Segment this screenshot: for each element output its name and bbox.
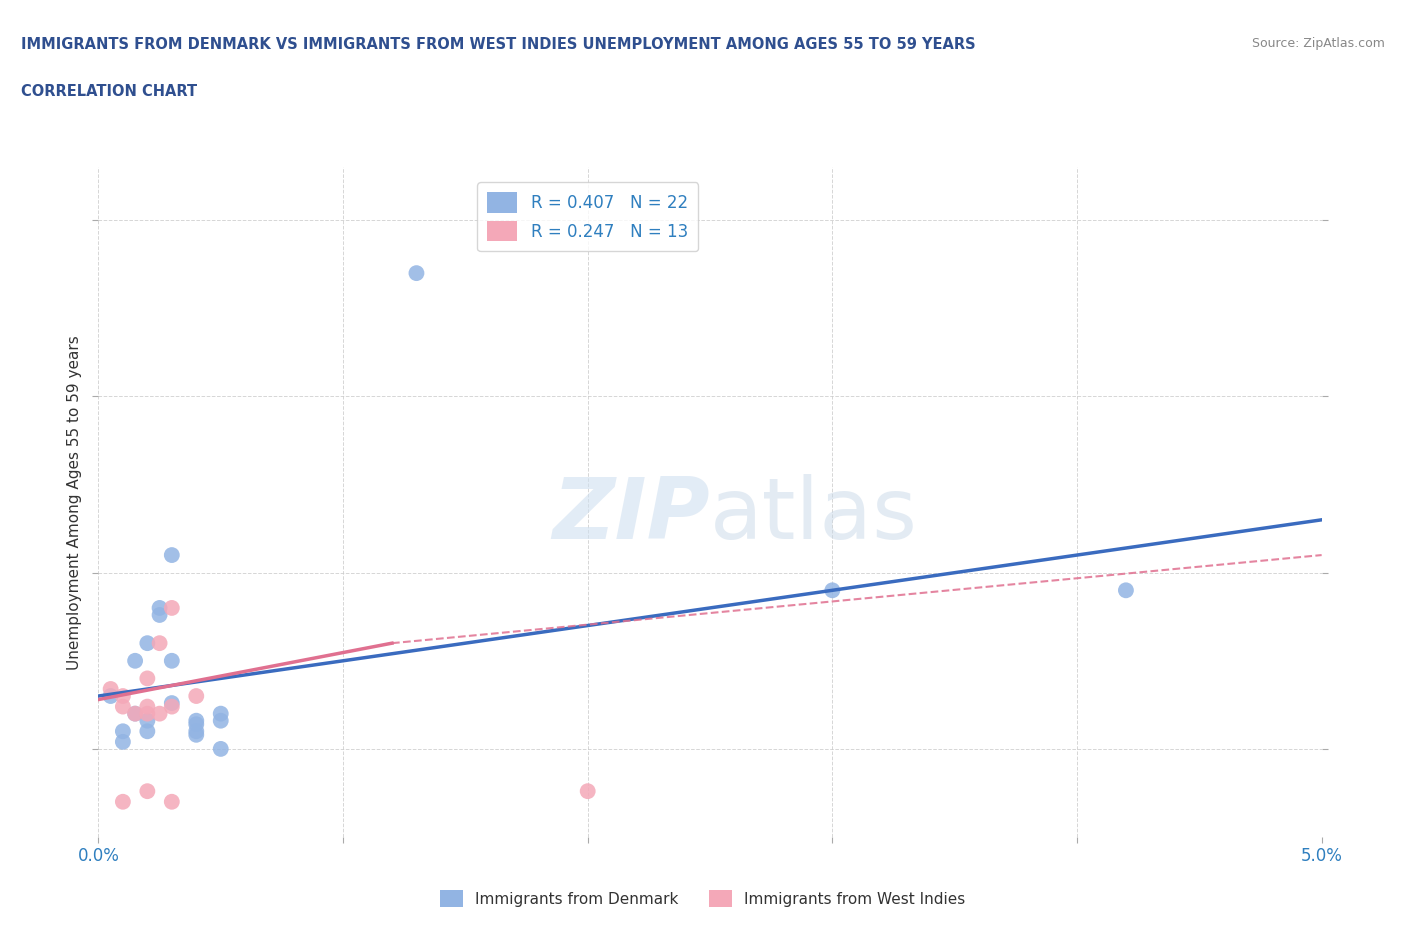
Point (186, 724, 208, 738)
Y-axis label: Unemployment Among Ages 55 to 59 years: Unemployment Among Ages 55 to 59 years (66, 335, 82, 670)
Point (209, 741, 232, 756)
Point (136, 706, 159, 721)
Legend: R = 0.407   N = 22, R = 0.247   N = 13: R = 0.407 N = 22, R = 0.247 N = 13 (478, 182, 697, 251)
Point (209, 706, 232, 721)
Point (124, 654, 146, 669)
Point (124, 706, 146, 721)
Point (149, 601, 172, 616)
Point (149, 607, 172, 622)
Point (186, 727, 208, 742)
Point (124, 706, 146, 721)
Text: ZIP: ZIP (553, 474, 710, 557)
Point (111, 688, 134, 703)
Point (576, 784, 599, 799)
Point (1115, 583, 1137, 598)
Point (160, 696, 183, 711)
Text: atlas: atlas (710, 474, 918, 557)
Point (111, 724, 134, 738)
Point (111, 699, 134, 714)
Legend: Immigrants from Denmark, Immigrants from West Indies: Immigrants from Denmark, Immigrants from… (434, 884, 972, 913)
Text: IMMIGRANTS FROM DENMARK VS IMMIGRANTS FROM WEST INDIES UNEMPLOYMENT AMONG AGES 5: IMMIGRANTS FROM DENMARK VS IMMIGRANTS FR… (21, 37, 976, 52)
Text: CORRELATION CHART: CORRELATION CHART (21, 84, 197, 99)
Point (136, 636, 159, 651)
Point (136, 671, 159, 685)
Point (111, 794, 134, 809)
Point (111, 735, 134, 750)
Point (160, 794, 183, 809)
Point (149, 706, 172, 721)
Point (209, 713, 232, 728)
Point (186, 717, 208, 732)
Point (100, 682, 122, 697)
Point (160, 601, 183, 616)
Point (136, 699, 159, 714)
Point (405, 266, 427, 281)
Point (186, 713, 208, 728)
Point (136, 784, 159, 799)
Point (160, 548, 183, 563)
Point (136, 724, 159, 738)
Point (186, 688, 208, 703)
Point (100, 688, 122, 703)
Point (160, 654, 183, 669)
Point (821, 583, 844, 598)
Point (149, 636, 172, 651)
Point (136, 713, 159, 728)
Point (160, 699, 183, 714)
Text: Source: ZipAtlas.com: Source: ZipAtlas.com (1251, 37, 1385, 50)
